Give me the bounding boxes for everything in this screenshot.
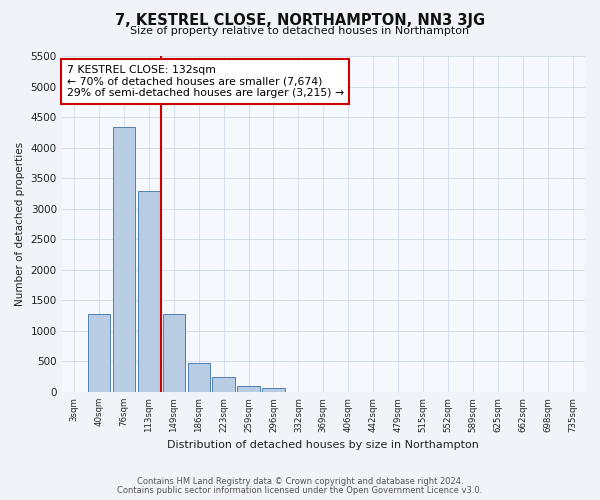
Bar: [88, 314, 110, 392]
X-axis label: Distribution of detached houses by size in Northampton: Distribution of detached houses by size …: [167, 440, 479, 450]
Bar: [163, 314, 185, 392]
Text: Contains public sector information licensed under the Open Government Licence v3: Contains public sector information licen…: [118, 486, 482, 495]
Bar: [212, 378, 235, 392]
Text: Size of property relative to detached houses in Northampton: Size of property relative to detached ho…: [130, 26, 470, 36]
Bar: [188, 362, 210, 392]
Bar: [262, 388, 285, 392]
Bar: [113, 126, 135, 392]
Y-axis label: Number of detached properties: Number of detached properties: [15, 142, 25, 306]
Text: 7 KESTREL CLOSE: 132sqm
← 70% of detached houses are smaller (7,674)
29% of semi: 7 KESTREL CLOSE: 132sqm ← 70% of detache…: [67, 65, 344, 98]
Bar: [137, 190, 160, 392]
Text: 7, KESTREL CLOSE, NORTHAMPTON, NN3 3JG: 7, KESTREL CLOSE, NORTHAMPTON, NN3 3JG: [115, 12, 485, 28]
Text: Contains HM Land Registry data © Crown copyright and database right 2024.: Contains HM Land Registry data © Crown c…: [137, 477, 463, 486]
Bar: [238, 386, 260, 392]
